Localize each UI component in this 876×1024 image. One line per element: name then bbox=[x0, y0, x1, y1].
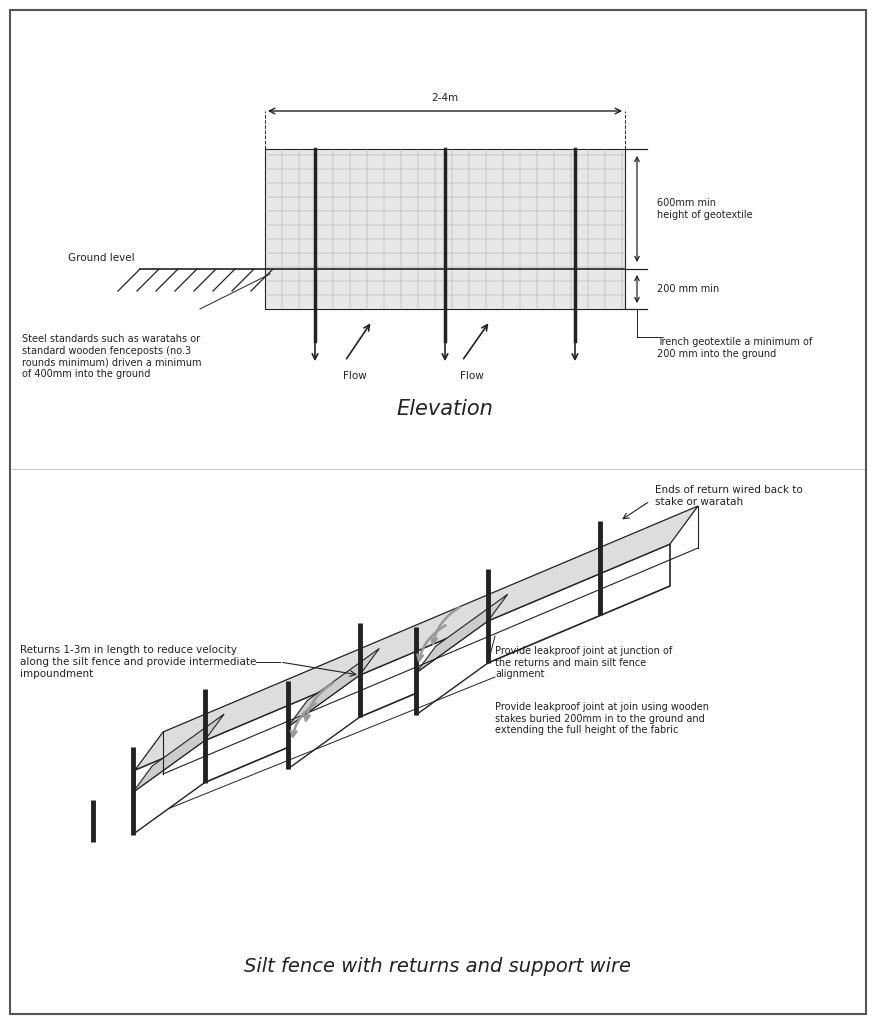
Polygon shape bbox=[135, 544, 670, 812]
Text: Ends of return wired back to
stake or waratah: Ends of return wired back to stake or wa… bbox=[655, 485, 802, 507]
Polygon shape bbox=[287, 675, 360, 769]
Text: Returns 1-3m in length to reduce velocity
along the silt fence and provide inter: Returns 1-3m in length to reduce velocit… bbox=[20, 645, 257, 679]
Polygon shape bbox=[416, 594, 508, 673]
Text: Trench geotextile a minimum of
200 mm into the ground: Trench geotextile a minimum of 200 mm in… bbox=[657, 337, 812, 358]
Text: Ground level: Ground level bbox=[68, 253, 135, 263]
Text: Provide leakproof joint at junction of
the returns and main silt fence
alignment: Provide leakproof joint at junction of t… bbox=[495, 646, 672, 679]
Polygon shape bbox=[135, 506, 698, 770]
Text: Steel standards such as waratahs or
standard wooden fenceposts (no.3
rounds mini: Steel standards such as waratahs or stan… bbox=[22, 334, 201, 379]
Text: 200 mm min: 200 mm min bbox=[657, 284, 719, 294]
Polygon shape bbox=[132, 714, 224, 793]
Text: Flow: Flow bbox=[343, 371, 367, 381]
Text: 600mm min
height of geotextile: 600mm min height of geotextile bbox=[657, 199, 752, 220]
Polygon shape bbox=[287, 648, 379, 727]
Text: Provide leakproof joint at join using wooden
stakes buried 200mm in to the groun: Provide leakproof joint at join using wo… bbox=[495, 702, 709, 735]
Text: Elevation: Elevation bbox=[397, 399, 493, 419]
Polygon shape bbox=[416, 621, 488, 715]
Bar bbox=[265, 150, 625, 309]
Text: Flow: Flow bbox=[460, 371, 484, 381]
Text: 2-4m: 2-4m bbox=[432, 93, 458, 103]
Polygon shape bbox=[132, 740, 205, 835]
Text: Silt fence with returns and support wire: Silt fence with returns and support wire bbox=[244, 956, 632, 976]
